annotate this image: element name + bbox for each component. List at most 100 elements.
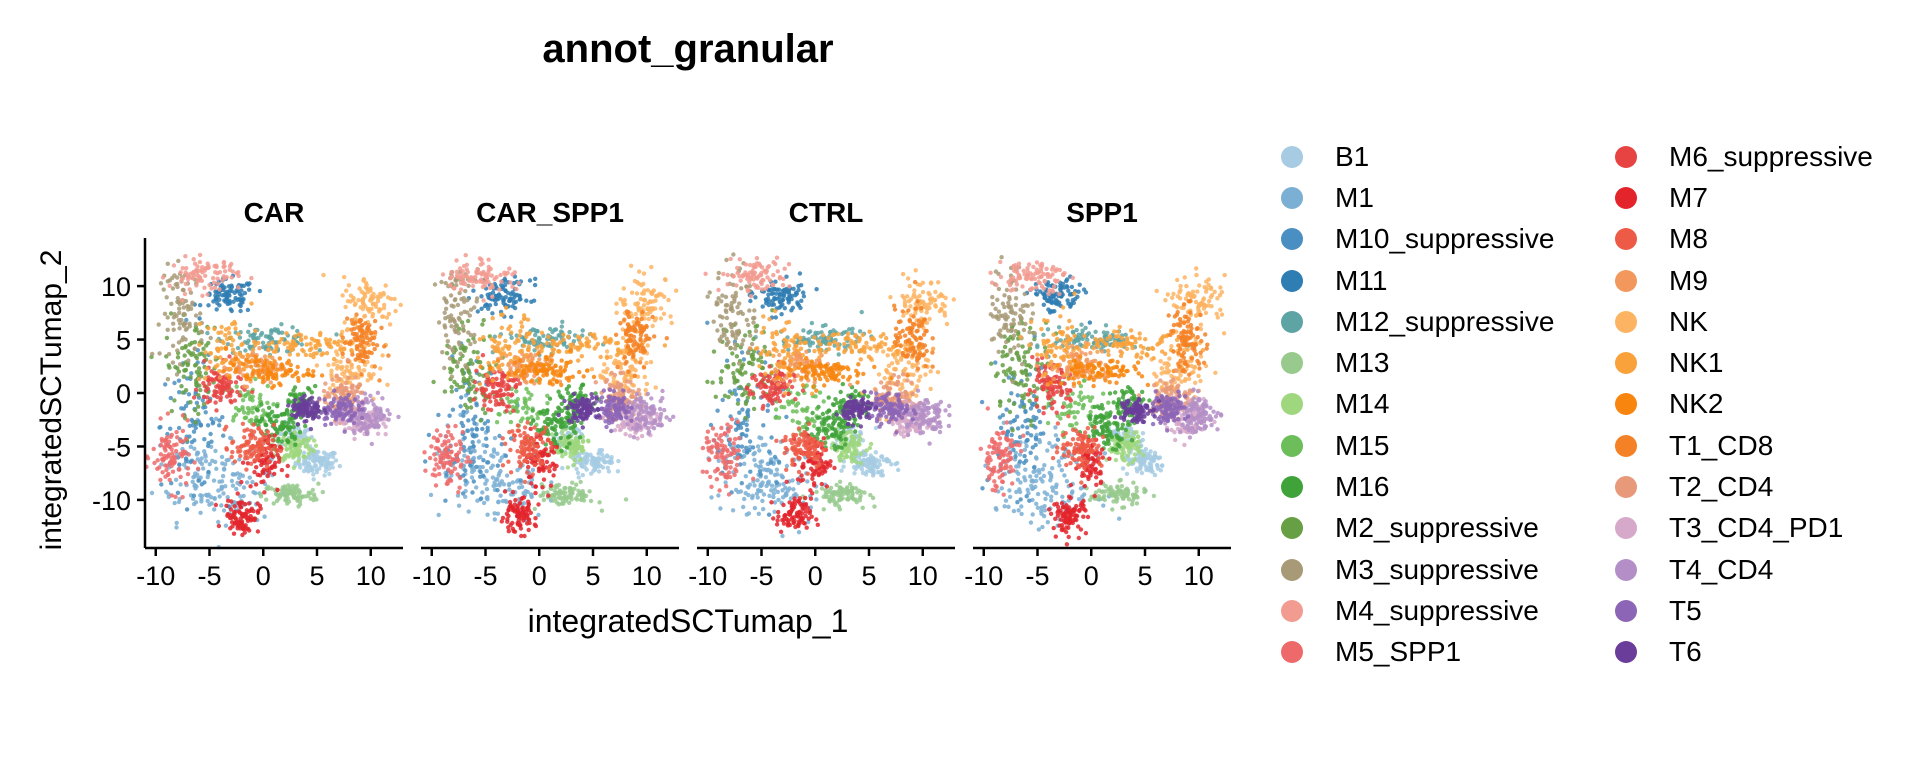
point: [601, 369, 606, 374]
point: [353, 320, 358, 325]
point: [461, 413, 466, 418]
point: [513, 384, 518, 389]
point: [546, 334, 551, 340]
point: [593, 380, 598, 385]
point: [554, 445, 559, 450]
point: [571, 462, 577, 467]
point: [331, 450, 336, 456]
point: [158, 452, 163, 457]
point: [454, 452, 459, 458]
point: [338, 347, 343, 352]
point: [534, 371, 540, 376]
point: [245, 352, 250, 358]
point: [661, 311, 667, 316]
point: [335, 342, 340, 347]
point: [211, 478, 217, 483]
point: [580, 328, 585, 333]
point: [498, 493, 503, 498]
point: [307, 347, 313, 353]
point: [558, 365, 563, 370]
point: [560, 420, 565, 425]
point: [334, 409, 339, 414]
point: [564, 386, 569, 392]
point: [453, 297, 458, 302]
point: [311, 351, 317, 356]
point: [603, 335, 608, 340]
point: [540, 466, 546, 471]
point: [229, 342, 234, 348]
point: [481, 458, 486, 463]
point: [549, 445, 554, 450]
point: [371, 302, 376, 307]
point: [295, 352, 301, 357]
point: [308, 496, 313, 501]
point: [526, 517, 532, 522]
point: [519, 324, 525, 329]
point: [159, 462, 164, 467]
point: [518, 463, 523, 469]
point: [352, 397, 357, 402]
point: [249, 432, 254, 437]
y-tick-label: -10: [92, 486, 131, 516]
point: [327, 337, 333, 342]
point: [213, 364, 218, 369]
point: [467, 382, 472, 387]
point: [588, 452, 593, 457]
point: [199, 482, 204, 487]
point: [175, 299, 180, 305]
point: [272, 359, 277, 364]
point: [289, 434, 295, 440]
point: [546, 465, 551, 471]
point: [278, 444, 283, 450]
point: [356, 298, 361, 303]
point: [271, 402, 276, 407]
point: [622, 383, 627, 388]
point: [209, 286, 214, 291]
point: [256, 363, 261, 368]
point: [494, 275, 499, 280]
point: [442, 365, 447, 371]
point: [477, 372, 482, 377]
point: [479, 257, 484, 262]
point: [179, 384, 184, 389]
point: [183, 337, 188, 342]
point: [458, 475, 463, 481]
point: [524, 410, 529, 415]
point: [423, 459, 428, 464]
point: [556, 349, 561, 354]
point: [199, 278, 205, 283]
point: [533, 329, 539, 334]
point: [541, 477, 547, 482]
point: [455, 472, 460, 477]
point: [537, 362, 543, 367]
point: [508, 358, 514, 364]
point: [529, 481, 534, 486]
point: [221, 467, 227, 472]
point: [197, 316, 202, 321]
point: [584, 341, 590, 346]
point: [279, 467, 285, 473]
point: [518, 349, 523, 354]
point: [553, 439, 558, 445]
point: [436, 320, 442, 325]
point: [180, 390, 185, 395]
point: [214, 264, 219, 270]
point: [309, 447, 314, 452]
point: [330, 465, 335, 470]
point: [547, 396, 553, 401]
point: [238, 303, 243, 309]
point: [195, 279, 200, 284]
point: [221, 264, 226, 270]
point: [201, 401, 207, 407]
point: [246, 389, 251, 395]
point: [570, 480, 575, 485]
point: [574, 482, 579, 487]
point: [265, 383, 270, 389]
point: [194, 484, 199, 489]
point: [286, 358, 292, 364]
point: [191, 257, 196, 262]
point: [625, 345, 631, 350]
point: [313, 414, 318, 419]
point: [274, 414, 279, 419]
